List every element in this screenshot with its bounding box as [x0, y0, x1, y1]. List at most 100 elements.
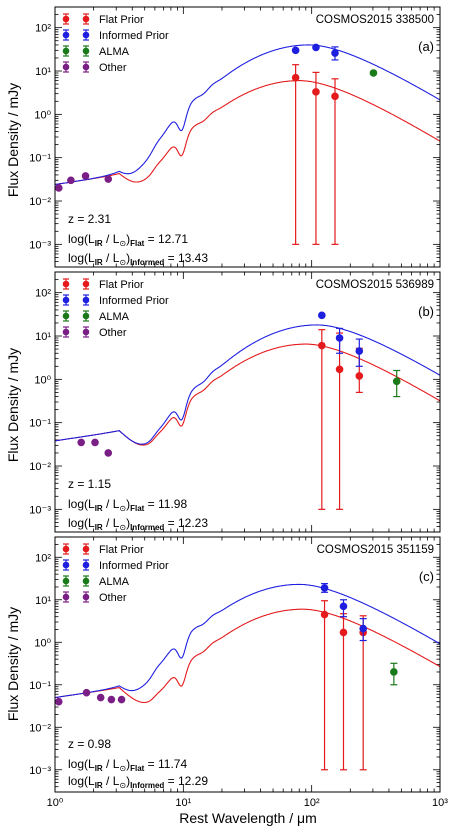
legend-marker	[62, 47, 70, 55]
legend-marker	[82, 296, 90, 304]
data-points	[77, 311, 401, 510]
lir-flat-annotation: log(LIR / L⊙)Flat = 11.74	[68, 757, 187, 773]
data-point	[291, 46, 300, 55]
y-tick-label: 10²	[35, 552, 51, 564]
legend-marker	[82, 31, 90, 39]
data-point	[359, 624, 367, 633]
y-tick-label: 10⁰	[34, 637, 51, 649]
legend-label: Other	[99, 592, 127, 604]
data-point	[335, 334, 344, 342]
legend-label: Other	[99, 327, 127, 339]
legend: Flat Prior Informed Prior ALMA Other	[62, 543, 169, 604]
data-point	[55, 184, 63, 192]
data-point	[369, 69, 378, 77]
y-tick-label: 10⁻¹	[29, 418, 51, 430]
legend-marker	[82, 47, 90, 55]
redshift-annotation: z = 0.98	[68, 737, 111, 751]
data-point	[104, 175, 113, 183]
flat-model-curve	[55, 343, 440, 446]
y-tick-label: 10⁻³	[29, 765, 51, 777]
data-point	[318, 341, 326, 350]
lir-flat-annotation: log(LIR / L⊙)Flat = 11.98	[68, 497, 187, 513]
legend-marker	[62, 561, 70, 569]
y-tick-label: 10²	[35, 288, 51, 300]
panel-label: (c)	[419, 569, 434, 584]
data-point	[82, 688, 91, 697]
panel-1: 10⁻³ 10⁻² 10⁻¹ 10⁰ 10¹ 10² Flat Prior Informed …	[29, 6, 441, 268]
data-point	[67, 176, 75, 185]
panel-title: COSMOS2015 338500	[316, 14, 434, 26]
data-point	[355, 347, 364, 355]
ticks	[54, 536, 441, 793]
legend-label: ALMA	[99, 311, 130, 323]
x-tick-label: 10¹	[175, 797, 191, 809]
panel-label: (a)	[418, 39, 434, 54]
legend-marker	[62, 296, 70, 304]
x-axis-label: Rest Wavelength / μm	[179, 810, 316, 826]
informed-model-curve	[55, 324, 440, 445]
redshift-annotation: z = 1.15	[68, 477, 111, 491]
data-point	[312, 43, 320, 52]
legend-marker	[82, 312, 90, 320]
plot-frame	[54, 271, 441, 533]
x-tick-label: 10²	[304, 797, 320, 809]
y-tick-label: 10⁻¹	[29, 680, 51, 692]
model-curves	[55, 324, 440, 446]
data-point	[390, 668, 398, 676]
data-point	[392, 377, 401, 386]
informed-model-curve	[55, 583, 440, 699]
y-tick-label: 10⁻³	[29, 504, 51, 516]
data-point	[117, 695, 126, 704]
x-tick-label: 10³	[432, 797, 448, 809]
legend-label: Informed Prior	[99, 30, 169, 42]
legend-marker	[62, 593, 70, 601]
ticks	[54, 6, 441, 268]
y-tick-label: 10⁻²	[29, 196, 51, 208]
model-curves	[55, 583, 440, 704]
data-point	[320, 610, 329, 619]
informed-model-curve	[55, 44, 440, 186]
legend-label: Flat Prior	[99, 544, 144, 556]
y-tick-label: 10²	[35, 23, 51, 35]
y-axis-label-c: Flux Density / mJy	[5, 607, 21, 721]
legend-marker	[82, 15, 90, 23]
legend-label: ALMA	[99, 46, 130, 58]
panel-label: (b)	[418, 304, 434, 319]
y-tick-label: 10⁻³	[29, 239, 51, 251]
flat-model-curve	[55, 80, 440, 186]
panel-title: COSMOS2015 536989	[316, 279, 434, 291]
x-tick-label: 10⁰	[47, 797, 64, 809]
flat-model-curve	[55, 608, 440, 704]
data-point	[339, 628, 348, 637]
legend-label: Flat Prior	[99, 279, 144, 291]
data-point	[318, 311, 326, 320]
y-axis-label-b: Flux Density / mJy	[5, 348, 21, 462]
data-point	[81, 172, 90, 180]
legend: Flat Prior Informed Prior ALMA Other	[62, 13, 169, 74]
legend-label: Other	[99, 62, 127, 74]
legend-marker	[62, 545, 70, 553]
data-points	[55, 43, 378, 245]
data-point	[331, 92, 339, 101]
legend-label: Flat Prior	[99, 14, 144, 26]
y-tick-label: 10⁰	[34, 109, 51, 121]
legend-marker	[62, 577, 70, 585]
panel-2: 10⁻³ 10⁻² 10⁻¹ 10⁰ 10¹ 10² Flat Prior Informed …	[29, 271, 441, 533]
data-point	[96, 693, 105, 702]
data-point	[335, 365, 344, 374]
data-point	[107, 695, 116, 704]
y-tick-label: 10¹	[35, 331, 51, 343]
y-tick-label: 10⁰	[34, 374, 51, 386]
legend-marker	[82, 561, 90, 569]
y-tick-label: 10¹	[35, 66, 51, 78]
legend-marker	[62, 63, 70, 71]
data-point	[312, 88, 320, 96]
data-point	[55, 697, 63, 706]
legend-marker	[62, 280, 70, 288]
data-point	[331, 49, 339, 57]
y-tick-label: 10¹	[35, 595, 51, 607]
legend: Flat Prior Informed Prior ALMA Other	[62, 278, 169, 339]
lir-informed-annotation: log(LIR / L⊙)Informed = 12.23	[68, 516, 208, 532]
legend-marker	[82, 280, 90, 288]
